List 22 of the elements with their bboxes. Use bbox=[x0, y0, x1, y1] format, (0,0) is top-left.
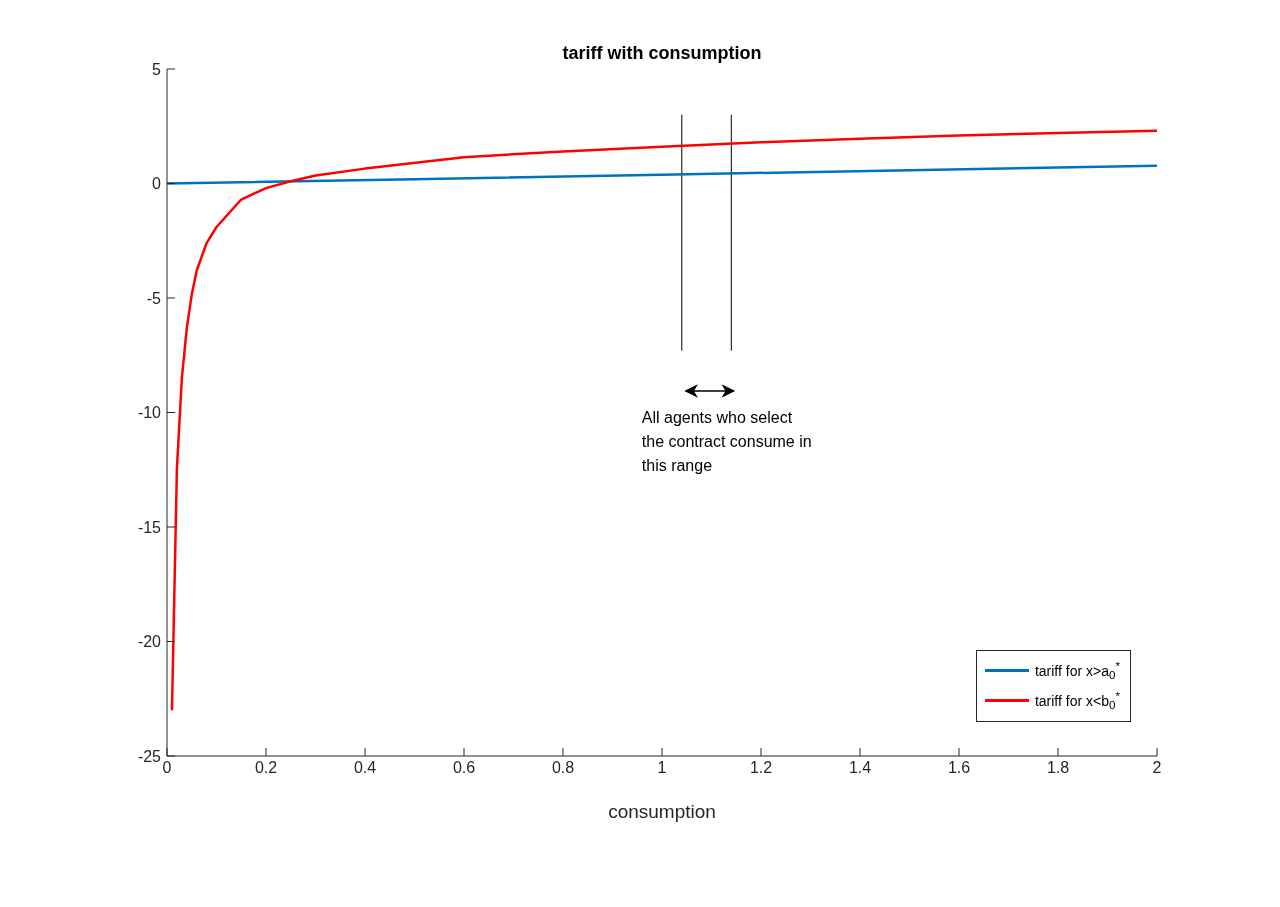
x-tick-label: 1.4 bbox=[848, 759, 872, 777]
y-tick-label: -15 bbox=[137, 518, 162, 536]
annotation: All agents who select the contract consume in this range bbox=[641, 408, 813, 476]
x-tick-label: 0.4 bbox=[353, 759, 377, 777]
x-tick-label: 1.2 bbox=[749, 759, 773, 777]
x-tick-label: 0.8 bbox=[551, 759, 575, 777]
y-tick-label: 5 bbox=[152, 60, 162, 78]
y-tick-label: -5 bbox=[146, 289, 162, 307]
x-tick-label: 1.6 bbox=[947, 759, 971, 777]
y-tick-label: -20 bbox=[137, 633, 162, 651]
line-series bbox=[167, 164, 1157, 185]
x-tick-label: 1 bbox=[657, 759, 667, 777]
x-tick-label: 1.8 bbox=[1046, 759, 1070, 777]
x-tick-label: 0.6 bbox=[452, 759, 476, 777]
y-tick-label: -10 bbox=[137, 404, 162, 422]
x-axis-title: consumption bbox=[608, 801, 716, 822]
line-series bbox=[170, 129, 1157, 712]
x-tick-label: 2 bbox=[1152, 759, 1162, 777]
chart-title: tariff with consumption bbox=[562, 43, 762, 63]
y-tick-label: 0 bbox=[152, 175, 162, 193]
y-tick-label: -25 bbox=[137, 747, 162, 765]
x-tick-label: 0.2 bbox=[254, 759, 278, 777]
